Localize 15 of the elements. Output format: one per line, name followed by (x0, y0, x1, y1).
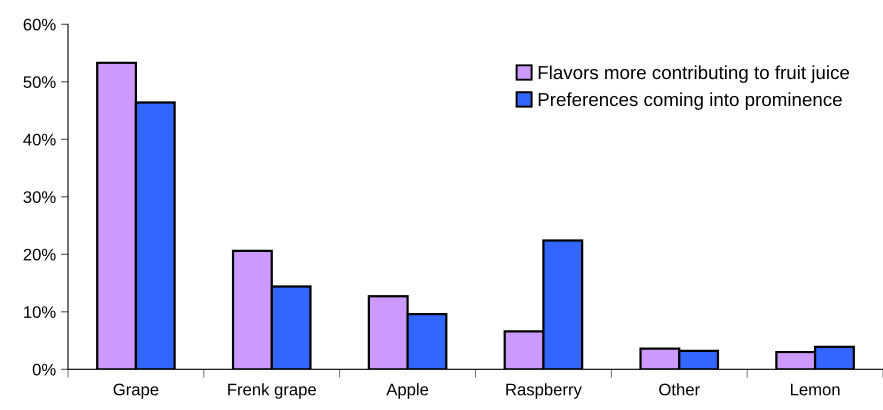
y-tick-label: 40% (23, 134, 56, 146)
x-tick-label: Raspberry (506, 383, 582, 399)
legend-label: Flavors more contributing to fruit juice (538, 65, 850, 83)
x-tick-label: Lemon (790, 384, 840, 396)
y-tick-label: 60% (24, 18, 56, 31)
y-tick-label: 0% (32, 364, 56, 376)
x-tick-label: Other (659, 383, 700, 396)
y-tick-label: 30% (23, 191, 56, 204)
y-tick-label: 50% (24, 76, 56, 88)
y-tick-label: 10% (24, 306, 56, 318)
x-tick-label: Apple (386, 383, 428, 399)
y-tick-label: 20% (24, 248, 56, 261)
x-tick-label: Grape (114, 384, 158, 399)
x-tick-label: Frenk grape (228, 383, 316, 399)
legend-label: Preferences coming into prominence (538, 92, 842, 110)
